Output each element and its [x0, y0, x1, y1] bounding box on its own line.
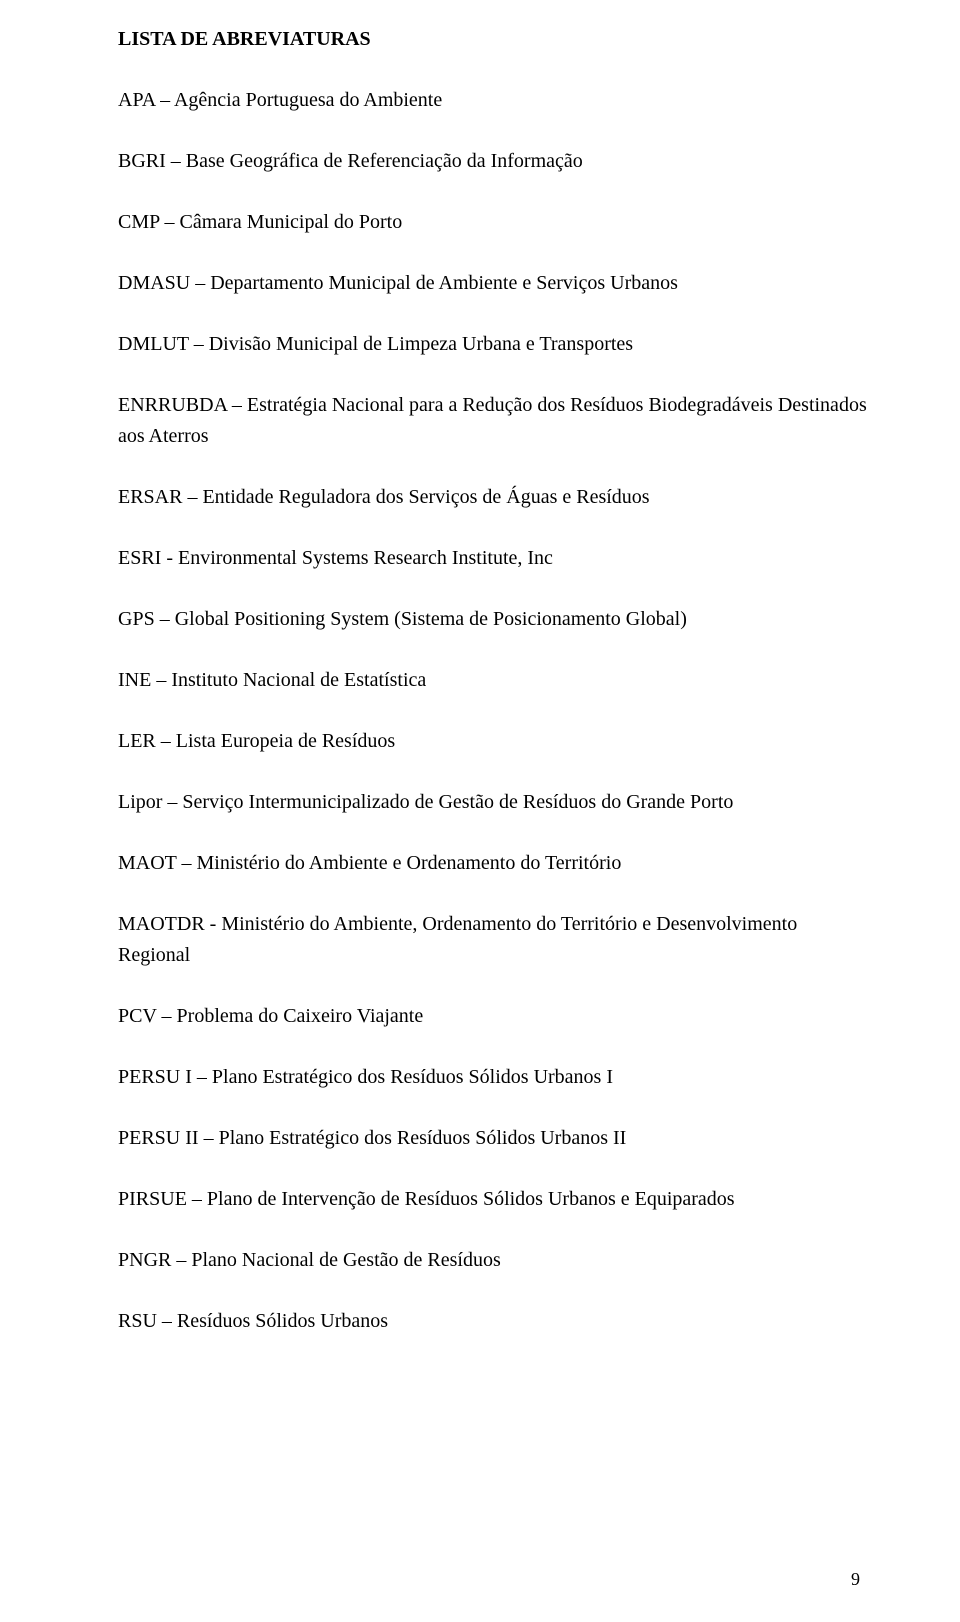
abbrev-entry: PIRSUE – Plano de Intervenção de Resíduo… — [118, 1184, 868, 1215]
abbrev-entry: PCV – Problema do Caixeiro Viajante — [118, 1001, 868, 1032]
page-number: 9 — [851, 1569, 860, 1590]
page-title: LISTA DE ABREVIATURAS — [118, 28, 868, 51]
abbrev-entry: DMLUT – Divisão Municipal de Limpeza Urb… — [118, 329, 868, 360]
document-page: LISTA DE ABREVIATURAS APA – Agência Port… — [0, 0, 960, 1337]
abbrev-entry: PERSU II – Plano Estratégico dos Resíduo… — [118, 1123, 868, 1154]
abbrev-entry: GPS – Global Positioning System (Sistema… — [118, 604, 868, 635]
abbrev-entry: INE – Instituto Nacional de Estatística — [118, 665, 868, 696]
abbrev-entry: APA – Agência Portuguesa do Ambiente — [118, 85, 868, 116]
abbrev-entry: Lipor – Serviço Intermunicipalizado de G… — [118, 787, 868, 818]
abbrev-entry: ERSAR – Entidade Reguladora dos Serviços… — [118, 482, 868, 513]
abbrev-entry: PERSU I – Plano Estratégico dos Resíduos… — [118, 1062, 868, 1093]
abbrev-entry: MAOTDR - Ministério do Ambiente, Ordenam… — [118, 909, 868, 971]
abbrev-entry: CMP – Câmara Municipal do Porto — [118, 207, 868, 238]
abbrev-entry: MAOT – Ministério do Ambiente e Ordename… — [118, 848, 868, 879]
abbrev-entry: RSU – Resíduos Sólidos Urbanos — [118, 1306, 868, 1337]
abbrev-entry: ENRRUBDA – Estratégia Nacional para a Re… — [118, 390, 868, 452]
abbrev-entry: BGRI – Base Geográfica de Referenciação … — [118, 146, 868, 177]
abbrev-entry: DMASU – Departamento Municipal de Ambien… — [118, 268, 868, 299]
abbrev-entry: LER – Lista Europeia de Resíduos — [118, 726, 868, 757]
abbrev-entry: PNGR – Plano Nacional de Gestão de Resíd… — [118, 1245, 868, 1276]
abbrev-entry: ESRI - Environmental Systems Research In… — [118, 543, 868, 574]
